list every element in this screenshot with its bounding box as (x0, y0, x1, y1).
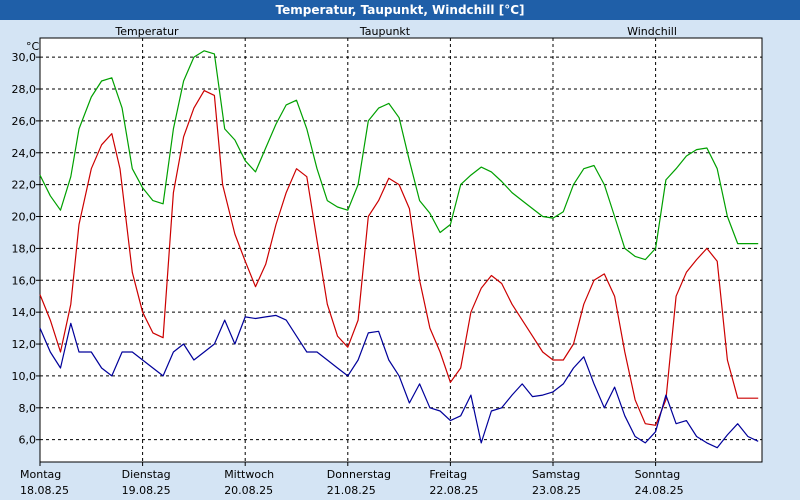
y-tick-label: 24,0 (12, 147, 37, 160)
plot-area (39, 37, 763, 463)
series-line-taupunkt (39, 314, 759, 449)
x-tick-day-label: Donnerstag (327, 468, 391, 481)
y-tick-label: 28,0 (12, 83, 37, 96)
legend: Temperatur Taupunkt Windchill (114, 25, 677, 38)
chart-title: Temperatur, Taupunkt, Windchill [°C] (0, 0, 800, 20)
x-tick-date-label: 18.08.25 (20, 484, 69, 497)
x-tick-date-label: 24.08.25 (635, 484, 684, 497)
y-tick-label: 14,0 (12, 306, 37, 319)
y-tick-label: 26,0 (12, 115, 37, 128)
x-tick-date-label: 22.08.25 (429, 484, 478, 497)
x-tick-date-label: 21.08.25 (327, 484, 376, 497)
x-tick-day-label: Dienstag (122, 468, 171, 481)
x-tick-day-label: Montag (20, 468, 61, 481)
grid-lines (40, 38, 762, 462)
y-axis: 6,0 8,0 10,0 12,0 14,0 16,0 18,0 20,0 22,0 24,0 26… (12, 51, 40, 447)
y-axis-label: °C (26, 40, 40, 53)
y-tick-label: 20,0 (12, 211, 37, 224)
x-tick-date-label: 23.08.25 (532, 484, 581, 497)
x-tick-day-label: Freitag (429, 468, 467, 481)
series-lines (39, 50, 759, 449)
x-tick-day-label: Mittwoch (224, 468, 274, 481)
x-tick-day-label: Sonntag (635, 468, 681, 481)
x-tick-date-label: 19.08.25 (122, 484, 171, 497)
y-tick-label: 22,0 (12, 179, 37, 192)
y-tick-label: 6,0 (19, 434, 37, 447)
x-tick-date-label: 20.08.25 (224, 484, 273, 497)
y-tick-label: 10,0 (12, 370, 37, 383)
series-line-temperatur (39, 89, 759, 426)
x-axis: Montag 18.08.25 Dienstag 19.08.25 Mittwoch 20… (20, 462, 684, 497)
x-tick-day-label: Samstag (532, 468, 580, 481)
y-tick-label: 30,0 (12, 51, 37, 64)
y-tick-label: 16,0 (12, 274, 37, 287)
y-tick-label: 8,0 (19, 402, 37, 415)
series-line-windchill (39, 50, 759, 261)
legend-item-temperatur: Temperatur (114, 25, 179, 38)
legend-item-taupunkt: Taupunkt (359, 25, 411, 38)
y-tick-label: 18,0 (12, 242, 37, 255)
y-tick-label: 12,0 (12, 338, 37, 351)
legend-item-windchill: Windchill (627, 25, 677, 38)
